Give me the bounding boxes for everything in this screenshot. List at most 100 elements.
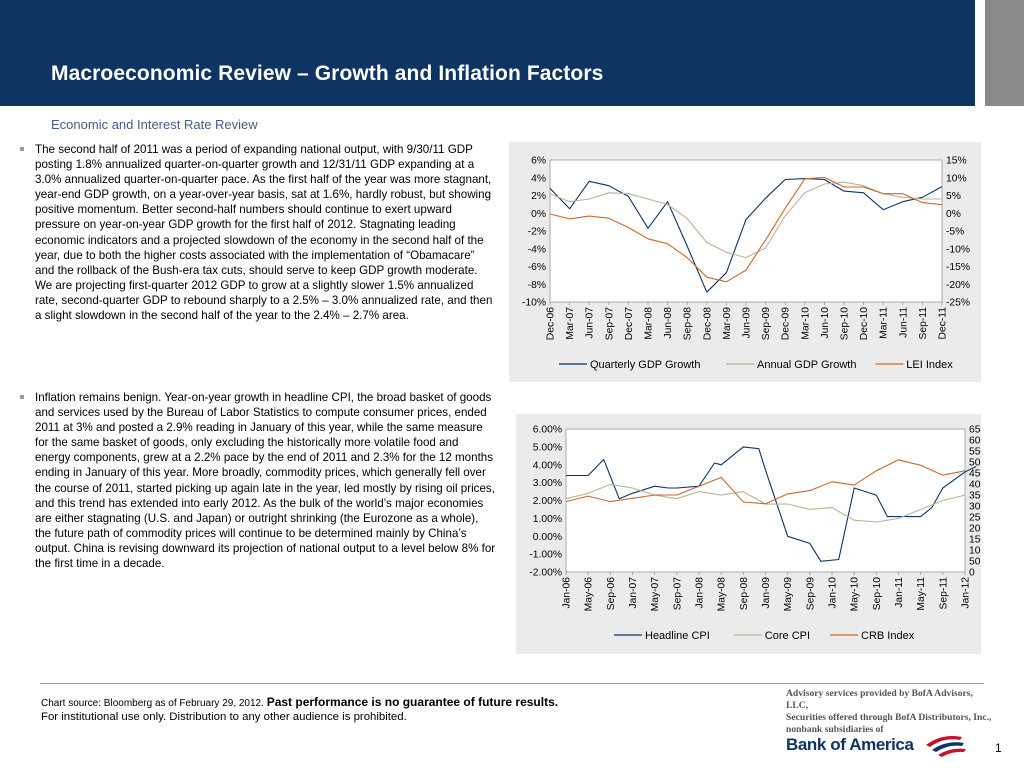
x-axis-category-label: May-08 (717, 577, 728, 612)
advisory-line: nonbank subsidiaries of (786, 724, 884, 735)
x-axis-category-label: May-11 (916, 577, 927, 611)
bullet-square-icon (20, 147, 24, 151)
past-performance-warning: Past performance is no guarantee of futu… (266, 695, 559, 709)
flag-logo-icon (926, 736, 966, 757)
page-title: Macroeconomic Review – Growth and Inflat… (51, 62, 604, 85)
series-line-crb-index (565, 459, 966, 505)
x-axis-category-label: Dec-08 (702, 307, 713, 340)
x-axis-category-label: Mar-07 (565, 307, 576, 340)
legend-label: Core CPI (765, 630, 810, 642)
right-axis-tick-label: 200 (969, 524, 981, 535)
right-axis-tick-label: 350 (969, 491, 981, 502)
right-axis-tick-label: -20% (946, 280, 970, 291)
x-axis-category-label: Sep-08 (683, 307, 694, 340)
x-axis-category-label: May-07 (650, 577, 661, 612)
plot-area (565, 428, 966, 573)
right-axis-tick-label: -25% (946, 298, 970, 309)
right-axis-tick-label: 100 (969, 546, 981, 557)
x-axis-category-label: Jan-08 (695, 577, 706, 609)
chart-source-note: Chart source: Bloomberg as of February 2… (41, 695, 558, 709)
left-axis-tick-label: 1.00% (533, 514, 562, 525)
page-number: 1 (995, 741, 1002, 755)
left-axis-tick-label: 6.00% (533, 425, 562, 436)
left-axis-tick-label: -10% (522, 298, 546, 309)
right-axis-tick-label: 50 (969, 557, 981, 568)
gdp-chart: 6% 4% 2% 0% -2% -4% -6% -8% -10% 15% 10% 5% 0% -5% -10… (509, 142, 981, 382)
left-axis-tick-label: -2% (528, 227, 546, 238)
section-subtitle: Economic and Interest Rate Review (51, 117, 258, 132)
header-bar: Macroeconomic Review – Growth and Inflat… (0, 0, 975, 106)
left-axis-tick-label: 3.00% (533, 478, 562, 489)
footer-divider (40, 683, 984, 684)
legend-label: Headline CPI (645, 630, 710, 642)
x-axis-category-label: Jun-07 (585, 307, 596, 339)
left-axis-tick-label: 2% (531, 191, 546, 202)
inflation-bullet-text: Inflation remains benign. Year-on-year g… (35, 391, 496, 571)
x-axis-category-label: Jan-12 (961, 577, 972, 609)
left-axis-tick-label: 4% (531, 173, 546, 184)
x-axis-category-label: Sep-10 (840, 307, 851, 340)
right-axis-tick-label: 150 (969, 535, 981, 546)
right-axis-tick-label: -5% (946, 227, 964, 238)
left-axis-tick-label: 6% (531, 156, 546, 167)
x-axis-category-label: Dec-10 (859, 307, 870, 340)
logo-wordmark: Bank of America (786, 735, 914, 754)
chart-source-text: Chart source: Bloomberg as of February 2… (41, 698, 267, 709)
x-axis-category-label: Sep-10 (872, 577, 883, 610)
plot-area (549, 159, 943, 303)
x-axis-category-label: Jun-10 (820, 307, 831, 339)
x-axis-category-label: Mar-11 (879, 307, 890, 339)
advisory-disclosure: Advisory services provided by BofA Advis… (786, 688, 996, 736)
legend-label: LEI Index (906, 359, 953, 371)
x-axis-category-label: Jun-09 (742, 307, 753, 339)
institutional-disclaimer: For institutional use only. Distribution… (41, 711, 407, 723)
gdp-bullet-text: The second half of 2011 was a period of … (35, 143, 493, 323)
advisory-line: Securities offered through BofA Distribu… (786, 712, 992, 723)
right-axis-tick-label: 550 (969, 447, 981, 458)
right-axis-tick-label: 10% (946, 173, 967, 184)
x-axis-category-label: Jun-11 (898, 307, 909, 338)
x-axis-category-label: Jan-09 (761, 577, 772, 609)
left-axis-tick-label: -6% (528, 262, 546, 273)
right-axis-tick-label: 300 (969, 502, 981, 513)
legend-label: Annual GDP Growth (757, 359, 856, 371)
right-axis-tick-label: 250 (969, 513, 981, 524)
left-axis-tick-label: 0% (531, 209, 546, 220)
left-axis-tick-label: -2.00% (529, 568, 562, 579)
x-axis-category-label: Jan-10 (828, 577, 839, 609)
x-axis-category-label: Dec-11 (938, 307, 949, 340)
x-axis-category-label: Jun-08 (663, 307, 674, 339)
gdp-bullet: The second half of 2011 was a period of … (20, 142, 496, 323)
right-axis-tick-label: 450 (969, 469, 981, 480)
x-axis-category-label: Sep-09 (761, 307, 772, 340)
series-line-quarterly-gdp-growth (549, 178, 943, 293)
x-axis-category-label: Jan-06 (562, 577, 573, 609)
gdp-chart-svg: 6% 4% 2% 0% -2% -4% -6% -8% -10% 15% 10% 5% 0% -5% -10… (522, 156, 970, 372)
x-axis-category-label: Sep-06 (606, 577, 617, 610)
x-axis-category-label: Mar-10 (800, 307, 811, 340)
right-axis-tick-label: 5% (946, 191, 961, 202)
x-axis-category-label: May-10 (850, 577, 861, 612)
bank-of-america-logo: Bank of America (786, 733, 966, 759)
x-axis-category-label: Mar-09 (722, 307, 733, 340)
right-axis-tick-label: 15% (946, 156, 967, 167)
right-axis-tick-label: 500 (969, 458, 981, 469)
right-axis-tick-label: 0 (969, 568, 975, 579)
x-axis-category-label: May-06 (584, 577, 595, 612)
header-side-accent (985, 0, 1024, 106)
left-axis-tick-label: 0.00% (533, 532, 562, 543)
right-axis-tick-label: 600 (969, 436, 981, 447)
right-axis-tick-label: -10% (946, 244, 970, 255)
x-axis-category-label: Sep-07 (672, 577, 683, 610)
left-axis-tick-label: 4.00% (533, 460, 562, 471)
x-axis-category-label: Sep-08 (739, 577, 750, 610)
left-axis-tick-label: -4% (528, 244, 546, 255)
x-axis-category-label: Dec-09 (781, 307, 792, 340)
left-axis-tick-label: 5.00% (533, 442, 562, 453)
x-axis-category-label: Mar-08 (644, 307, 655, 340)
right-axis-tick-label: 0% (946, 209, 961, 220)
x-axis-category-label: Dec-06 (546, 307, 557, 340)
legend-label: Quarterly GDP Growth (590, 359, 700, 371)
x-axis-category-label: Jan-07 (628, 577, 639, 609)
x-axis-category-label: Sep-09 (805, 577, 816, 610)
